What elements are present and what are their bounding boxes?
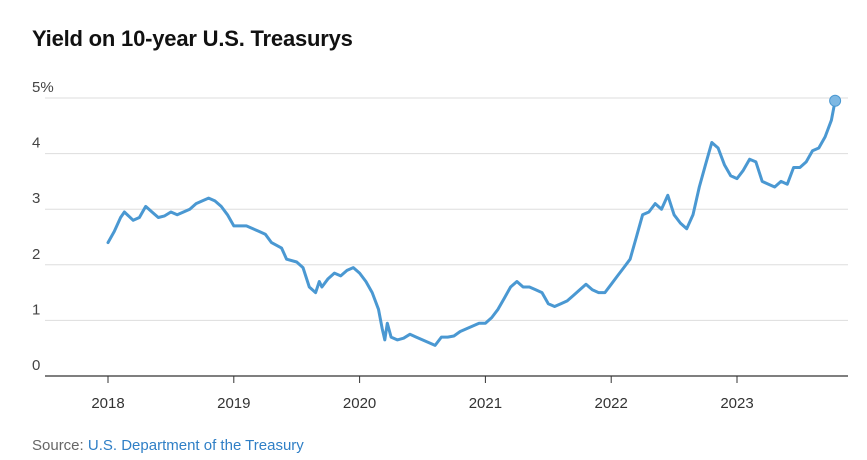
end-point-marker [829, 94, 842, 107]
source-note: Source: U.S. Department of the Treasury [32, 437, 304, 454]
x-tick-label: 2021 [469, 395, 502, 412]
x-tick-label: 2020 [343, 395, 376, 412]
y-axis-ticks: 0 1 2 3 4 5% [32, 79, 54, 374]
x-tick-label: 2023 [720, 395, 753, 412]
source-prefix: Source: [32, 437, 88, 454]
source-link[interactable]: U.S. Department of the Treasury [87, 437, 304, 454]
series-line [106, 99, 837, 347]
y-tick-label: 3 [32, 190, 40, 207]
y-tick-label: 2 [32, 246, 40, 263]
y-tick-label: 1 [32, 301, 40, 318]
x-axis-ticks: 2018 2019 2020 2021 2022 2023 [91, 376, 754, 412]
series-layer [106, 94, 842, 347]
x-tick-label: 2022 [595, 395, 628, 412]
y-tick-label: 4 [32, 135, 40, 152]
chart-title: Yield on 10-year U.S. Treasurys [32, 26, 353, 51]
y-tick-label: 5% [32, 79, 54, 96]
gridlines [45, 97, 848, 321]
x-tick-label: 2018 [91, 395, 124, 412]
x-tick-label: 2019 [217, 395, 250, 412]
y-tick-label: 0 [32, 357, 40, 374]
